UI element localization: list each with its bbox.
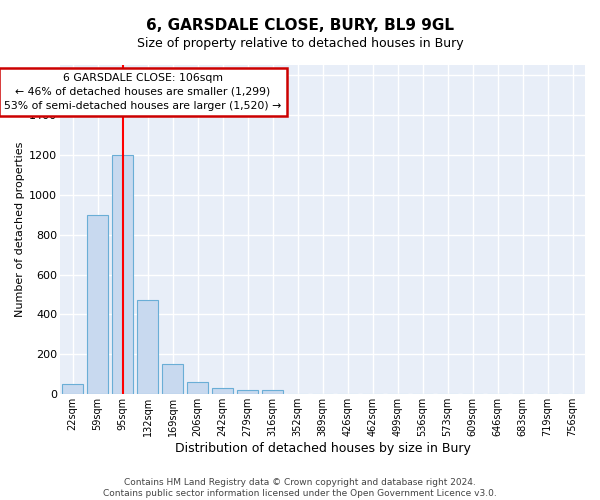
Text: 6, GARSDALE CLOSE, BURY, BL9 9GL: 6, GARSDALE CLOSE, BURY, BL9 9GL — [146, 18, 454, 32]
Bar — [262, 390, 283, 394]
Bar — [162, 364, 183, 394]
Bar — [112, 155, 133, 394]
Bar — [187, 382, 208, 394]
Y-axis label: Number of detached properties: Number of detached properties — [15, 142, 25, 318]
Text: Size of property relative to detached houses in Bury: Size of property relative to detached ho… — [137, 38, 463, 51]
Bar — [237, 390, 258, 394]
Text: Contains HM Land Registry data © Crown copyright and database right 2024.
Contai: Contains HM Land Registry data © Crown c… — [103, 478, 497, 498]
Bar — [62, 384, 83, 394]
Text: 6 GARSDALE CLOSE: 106sqm
← 46% of detached houses are smaller (1,299)
53% of sem: 6 GARSDALE CLOSE: 106sqm ← 46% of detach… — [4, 73, 281, 111]
Bar — [137, 300, 158, 394]
X-axis label: Distribution of detached houses by size in Bury: Distribution of detached houses by size … — [175, 442, 470, 455]
Bar — [87, 214, 108, 394]
Bar — [212, 388, 233, 394]
